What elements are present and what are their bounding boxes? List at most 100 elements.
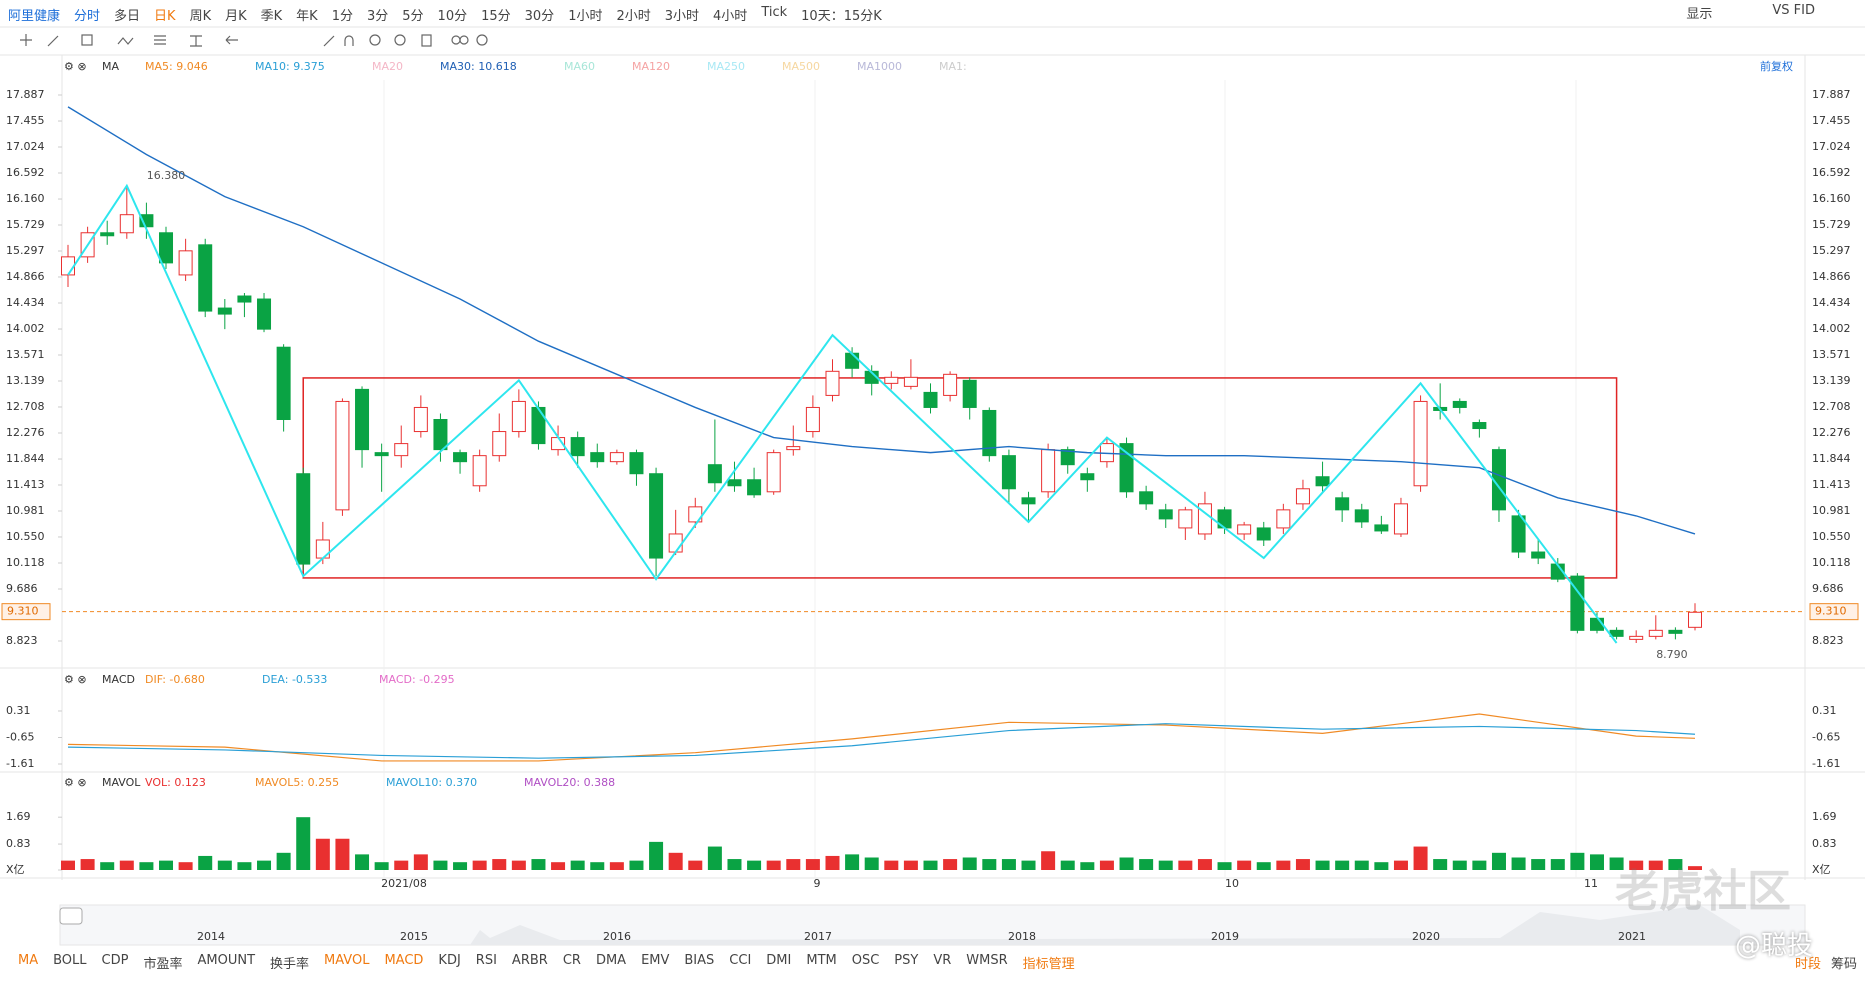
indicator-tab[interactable]: AMOUNT — [197, 953, 256, 968]
period-tab[interactable]: 分时 — [74, 8, 101, 24]
period-tab[interactable]: 季K — [260, 8, 283, 24]
volume-bar — [864, 857, 879, 870]
period-tab[interactable]: 周K — [189, 8, 212, 24]
drawing-tools — [20, 34, 488, 47]
indicator-tab[interactable]: KDJ — [438, 953, 461, 968]
indicator-tab[interactable]: MA — [18, 953, 39, 968]
candle-body — [1256, 527, 1271, 541]
candle-body — [1472, 422, 1487, 430]
period-tab[interactable]: 多日 — [114, 8, 141, 24]
y-tick-label: 17.887 — [1812, 88, 1851, 101]
volume-bar — [257, 860, 272, 870]
volume-bar — [1511, 857, 1526, 870]
volume-bar — [962, 857, 977, 870]
indicator-tab[interactable]: EMV — [641, 953, 670, 968]
y-tick-label: X亿 — [6, 863, 25, 876]
period-tab[interactable]: 2小时 — [616, 8, 651, 24]
candle-body — [433, 419, 448, 451]
volume-bar — [668, 852, 683, 870]
indicator-tab[interactable]: DMI — [766, 953, 792, 968]
indicator-tab[interactable]: ARBR — [511, 953, 548, 968]
indicator-tab[interactable]: PSY — [894, 953, 919, 968]
indicator-tab[interactable]: MAVOL — [324, 953, 370, 968]
candle-body — [1021, 497, 1036, 505]
legend-item: DEA: -0.533 — [262, 673, 327, 686]
volume-bar — [1099, 860, 1114, 870]
right-tab[interactable]: 筹码 — [1830, 957, 1857, 972]
period-tab[interactable]: 日K — [154, 8, 176, 24]
y-tick-label: 10.550 — [6, 530, 45, 543]
period-tab[interactable]: 5分 — [402, 8, 424, 24]
volume-bar — [629, 860, 644, 870]
candle-body — [374, 452, 389, 457]
period-tab[interactable]: 4小时 — [713, 8, 748, 24]
compare[interactable]: VS FID — [1772, 3, 1815, 18]
y-tick-label: 0.83 — [1812, 837, 1837, 850]
right-tab[interactable]: 时段 — [1794, 957, 1821, 972]
volume-bar — [178, 862, 193, 870]
indicator-tab[interactable]: CR — [562, 953, 581, 968]
period-tab[interactable]: 30分 — [524, 8, 555, 24]
y-tick-label: 0.83 — [6, 837, 31, 850]
indicator-tab[interactable]: 市盈率 — [143, 957, 183, 972]
indicator-tab[interactable]: MACD — [384, 953, 424, 968]
volume-bar — [453, 862, 468, 870]
legend-icon: ⚙ ⊗ — [64, 60, 87, 73]
volume-bar — [1550, 859, 1565, 870]
y-tick-label: 1.69 — [6, 810, 31, 823]
y-tick-label: 11.413 — [6, 478, 45, 491]
indicator-tab[interactable]: RSI — [475, 953, 497, 968]
volume-bar — [315, 838, 330, 870]
volume-bar — [1139, 859, 1154, 870]
adjust-mode[interactable]: 前复权 — [1760, 59, 1793, 73]
indicator-tab[interactable]: 指标管理 — [1022, 957, 1075, 972]
candle-body — [1335, 497, 1350, 511]
indicator-tab[interactable]: OSC — [851, 953, 880, 968]
period-tab[interactable]: 月K — [225, 8, 247, 24]
period-tab[interactable]: 3分 — [366, 8, 389, 24]
candle-body — [1158, 509, 1173, 520]
candle-body — [1648, 629, 1663, 637]
candle-body — [1374, 524, 1389, 532]
volume-bar — [1452, 860, 1467, 870]
candle-body — [217, 307, 232, 315]
candle-body — [1041, 449, 1056, 493]
y-tick-label: 16.592 — [1812, 166, 1851, 179]
indicator-tab[interactable]: CDP — [101, 953, 129, 968]
volume-bar — [649, 841, 664, 870]
period-tab[interactable]: 年K — [296, 8, 318, 24]
indicator-tab[interactable]: DMA — [595, 953, 627, 968]
indicator-tab[interactable]: BOLL — [53, 953, 87, 968]
year-label: 2016 — [603, 930, 631, 943]
volume-bar — [80, 859, 95, 870]
indicator-tab[interactable]: BIAS — [684, 953, 715, 968]
period-tab[interactable]: Tick — [761, 4, 788, 20]
candle-body — [766, 452, 781, 493]
period-tab[interactable]: 1分 — [331, 8, 353, 24]
period-tab[interactable]: 3小时 — [664, 8, 700, 24]
indicator-tab[interactable]: 换手率 — [270, 957, 310, 972]
display-menu[interactable]: 显示 — [1686, 7, 1713, 22]
y-tick-label: 14.434 — [1812, 296, 1851, 309]
indicator-tab[interactable]: MTM — [806, 953, 837, 968]
period-tab[interactable]: 1小时 — [568, 8, 603, 24]
candle-body — [1315, 476, 1330, 487]
range-select[interactable]: 10天：15分K — [801, 8, 882, 24]
indicator-tab[interactable]: WMSR — [966, 953, 1008, 968]
y-tick-label: 17.887 — [6, 88, 45, 101]
indicator-tab[interactable]: CCI — [729, 953, 752, 968]
stock-name[interactable]: 阿里健康 — [8, 8, 61, 24]
right-tabs: 时段 筹码 — [1795, 953, 1857, 972]
volume-bar — [943, 859, 958, 870]
navigator-handle[interactable] — [59, 907, 83, 925]
legend-item: MAVOL20: 0.388 — [524, 776, 615, 789]
indicator-tab[interactable]: VR — [933, 953, 952, 968]
legend-item: MA10: 9.375 — [255, 60, 325, 73]
legend-name: MAVOL — [102, 776, 141, 789]
volume-bar — [903, 860, 918, 870]
candle-body — [962, 379, 977, 408]
y-tick-label: 14.866 — [1812, 270, 1851, 283]
candle-body — [61, 256, 75, 276]
period-tab[interactable]: 15分 — [481, 8, 511, 24]
period-tab[interactable]: 10分 — [437, 8, 468, 24]
